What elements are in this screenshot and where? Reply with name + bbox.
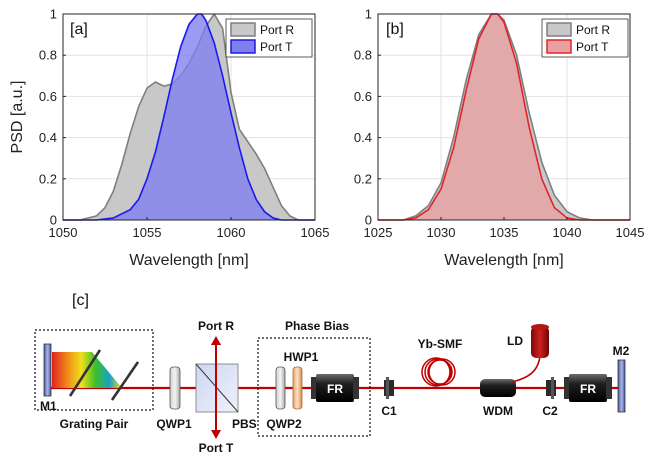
y-tick-label: 0.6 xyxy=(354,89,372,104)
panel-b: 1025 1030 1035 1040 1045 0 0.2 0.4 0.6 0.8 1 [b] W… xyxy=(354,7,645,270)
x-tick-label: 1050 xyxy=(49,225,78,240)
label-qwp1: QWP1 xyxy=(156,417,192,431)
port-t-arrowhead-icon xyxy=(211,430,221,439)
faraday-rotator-2 xyxy=(569,374,607,402)
panel-c-schematic: [c] M1 Grating Pair QWP1 Port R Port T P… xyxy=(34,292,630,455)
label-qwp2: QWP2 xyxy=(266,417,302,431)
label-m1: M1 xyxy=(40,399,57,413)
y-tick-label: 0 xyxy=(365,213,372,228)
x-tick-label: 1035 xyxy=(490,225,519,240)
faraday-rotator-1-cap-left xyxy=(311,377,317,399)
label-hwp1: HWP1 xyxy=(284,350,319,364)
y-tick-label: 0.8 xyxy=(354,48,372,63)
plot-a-xlabel: Wavelength [nm] xyxy=(129,252,248,269)
label-ld: LD xyxy=(507,334,523,348)
plot-b-legend-label-r: Port R xyxy=(576,23,610,37)
label-grating-pair: Grating Pair xyxy=(60,417,129,431)
x-tick-label: 1045 xyxy=(616,225,645,240)
panel-c-label: [c] xyxy=(72,292,89,309)
label-wdm: WDM xyxy=(483,404,513,418)
laser-diode-top xyxy=(531,324,549,330)
wdm-coupler xyxy=(480,379,516,397)
grating-1 xyxy=(68,349,102,397)
y-tick-label: 0.6 xyxy=(39,89,57,104)
waveplate-qwp2 xyxy=(275,366,286,410)
x-tick-label: 1055 xyxy=(133,225,162,240)
mirror-m1 xyxy=(43,343,52,397)
laser-diode-ld xyxy=(531,326,549,358)
plot-a-legend-label-t: Port T xyxy=(260,40,293,54)
faraday-rotator-1 xyxy=(316,374,354,402)
plot-b-xlabel: Wavelength [nm] xyxy=(444,252,563,269)
x-tick-label: 1065 xyxy=(301,225,330,240)
waveplate-qwp1 xyxy=(169,366,181,410)
y-tick-label: 0.4 xyxy=(39,130,57,145)
plot-a-ylabel: PSD [a.u.] xyxy=(9,81,26,154)
phase-bias-box xyxy=(257,337,371,437)
grating-2 xyxy=(110,361,140,401)
plot-b-legend-swatch-r xyxy=(546,22,572,37)
faraday-rotator-1-cap-right xyxy=(353,377,359,399)
y-tick-label: 0 xyxy=(50,213,57,228)
collimator-c2-ring xyxy=(551,377,554,399)
series-area-port-t xyxy=(378,14,630,220)
plot-a-border xyxy=(62,13,316,221)
port-r-arrowhead-icon xyxy=(211,336,221,345)
y-tick-label: 1 xyxy=(365,7,372,22)
x-tick-label: 1030 xyxy=(427,225,456,240)
label-pbs: PBS xyxy=(232,417,257,431)
x-tick-label: 1025 xyxy=(364,225,393,240)
panel-a-label: [a] xyxy=(70,21,88,38)
y-tick-label: 0.2 xyxy=(39,171,57,186)
plot-b-legend-label-t: Port T xyxy=(576,40,609,54)
x-tick-label: 1060 xyxy=(217,225,246,240)
plot-b-ticks: 1025 1030 1035 1040 1045 0 0.2 0.4 0.6 0.8 1 xyxy=(354,7,645,241)
y-tick-label: 0.8 xyxy=(39,48,57,63)
pump-fiber xyxy=(511,355,541,383)
label-c1: C1 xyxy=(381,404,397,418)
series-area-port-t xyxy=(63,14,315,220)
label-port-t: Port T xyxy=(199,441,234,455)
waveplate-hwp1 xyxy=(292,366,303,410)
y-tick-label: 0.4 xyxy=(354,130,372,145)
grating-pair-box xyxy=(34,329,154,411)
plot-a-legend-swatch-r xyxy=(230,22,256,37)
yb-smf-coil xyxy=(421,357,456,387)
panel-a: 1050 1055 1060 1065 0 0.2 0.4 0.6 0.8 1 [a] PSD [… xyxy=(9,7,329,270)
panel-b-label: [b] xyxy=(386,21,404,38)
plot-a-ticks: 1050 1055 1060 1065 0 0.2 0.4 0.6 0.8 1 xyxy=(39,7,330,241)
label-c2: C2 xyxy=(542,404,558,418)
label-port-r: Port R xyxy=(198,319,234,333)
label-phase-bias: Phase Bias xyxy=(285,319,349,333)
collimator-c1-ring xyxy=(386,377,389,399)
plot-a-legend-swatch-t xyxy=(230,39,256,54)
faraday-rotator-2-cap-left xyxy=(564,377,570,399)
plot-b-legend: Port R Port T xyxy=(541,18,629,58)
plot-a-legend-label-r: Port R xyxy=(260,23,294,37)
y-tick-label: 0.2 xyxy=(354,171,372,186)
label-m2: M2 xyxy=(613,344,630,358)
x-tick-label: 1040 xyxy=(553,225,582,240)
faraday-rotator-2-cap-right xyxy=(606,377,612,399)
label-fr-2: FR xyxy=(580,382,596,396)
plot-a-legend: Port R Port T xyxy=(225,18,313,58)
label-fr-1: FR xyxy=(327,382,343,396)
plot-b-legend-swatch-t xyxy=(546,39,572,54)
y-tick-label: 1 xyxy=(50,7,57,22)
label-yb-smf: Yb-SMF xyxy=(418,337,463,351)
mirror-m2 xyxy=(617,359,626,413)
